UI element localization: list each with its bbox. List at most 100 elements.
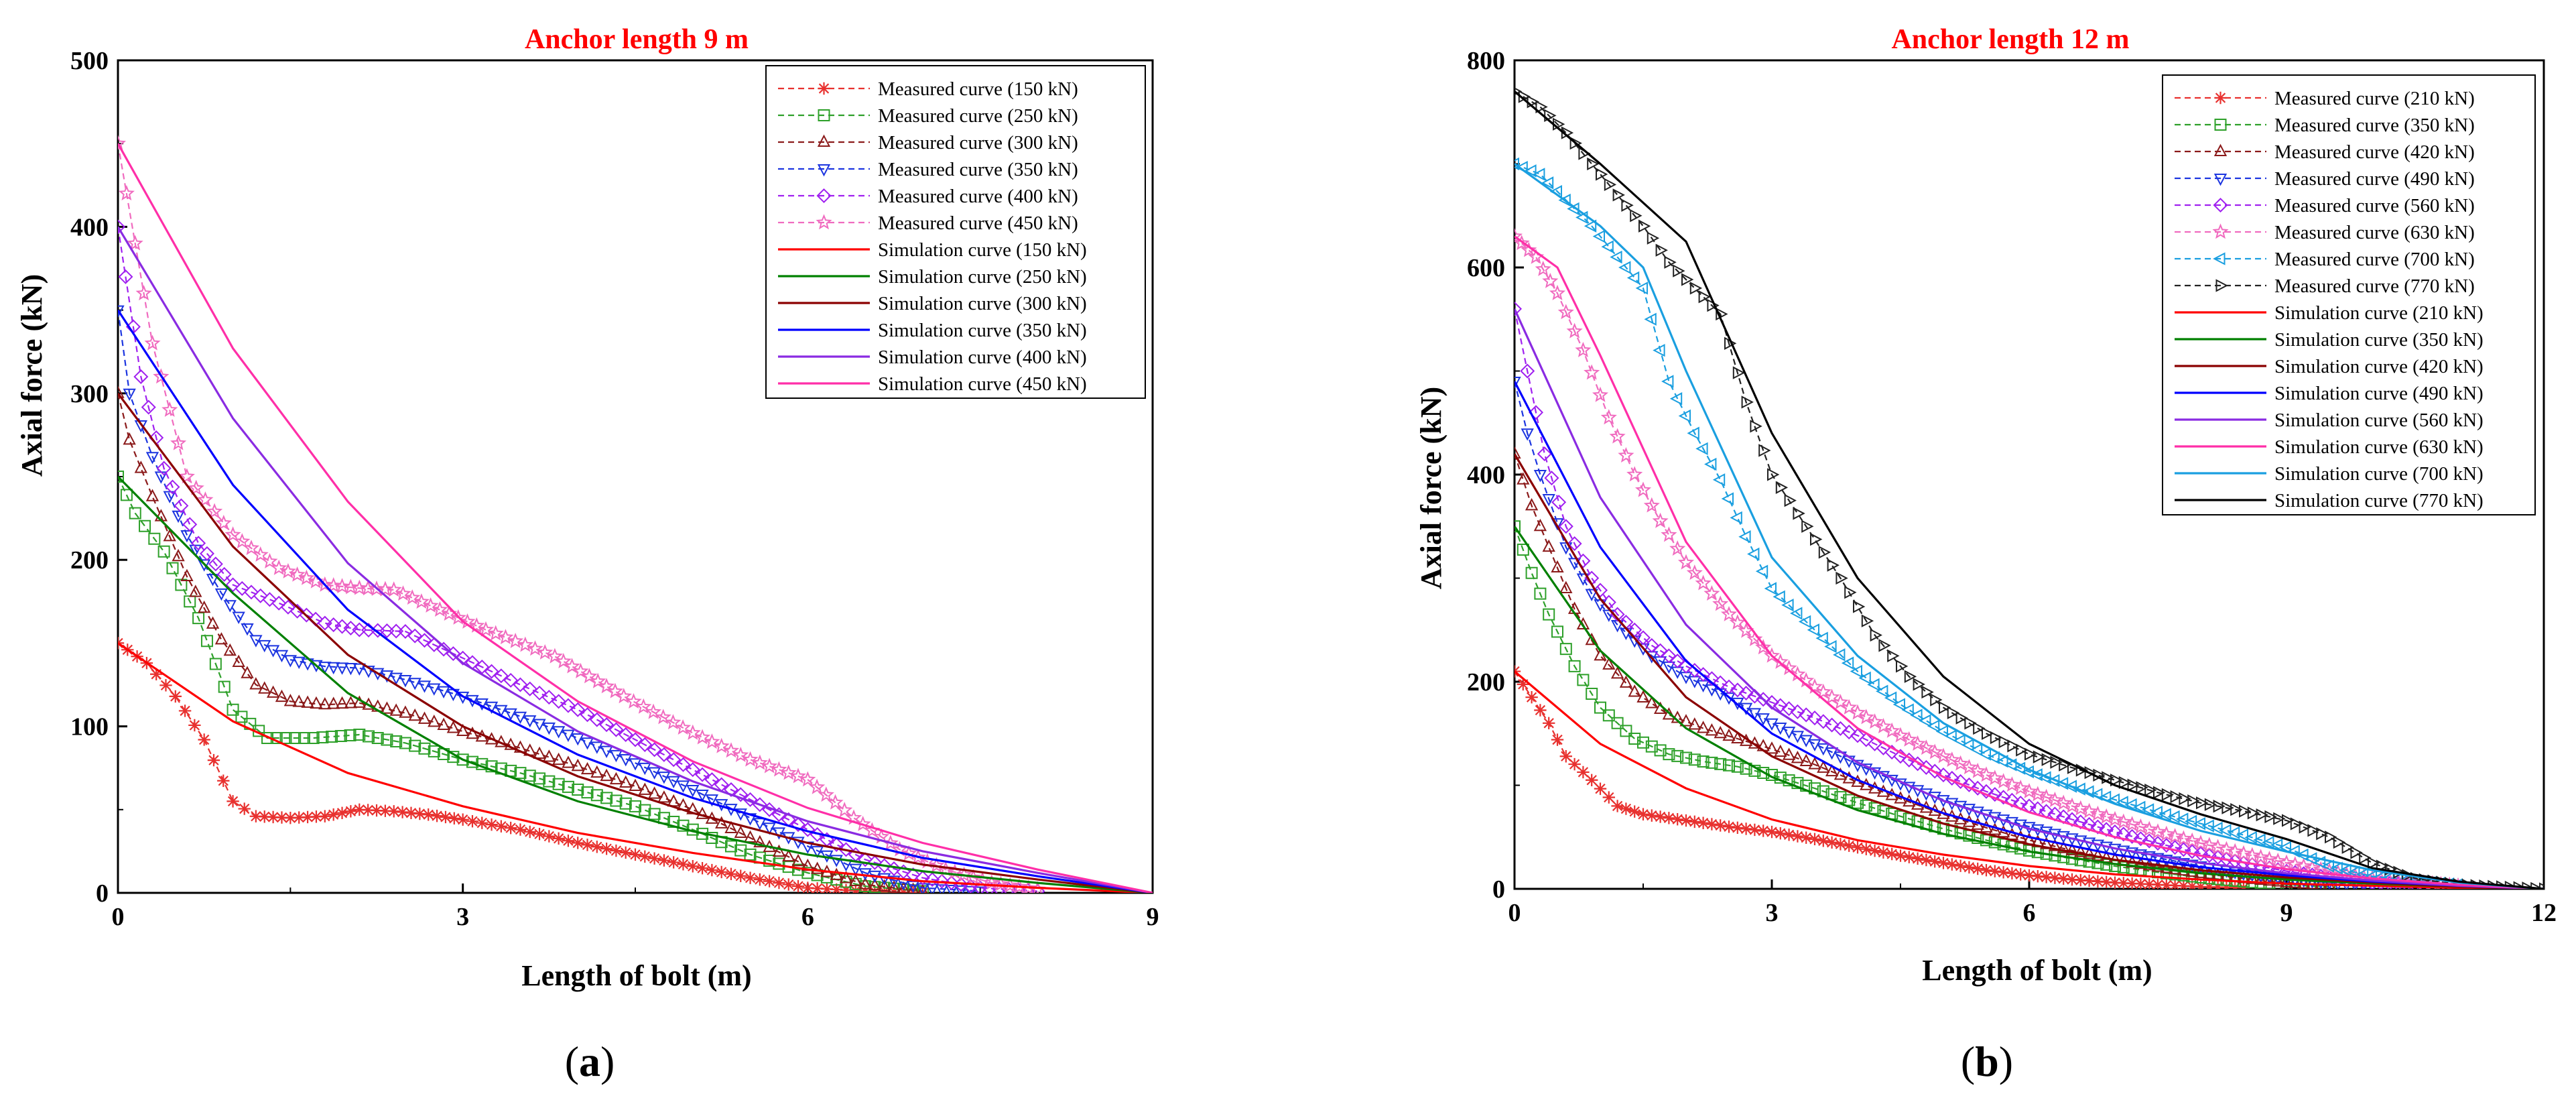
- simulation-line: [1515, 90, 2544, 889]
- data-point: [887, 875, 901, 888]
- data-point: [207, 753, 220, 767]
- data-point: [1866, 713, 1883, 729]
- data-point: [2098, 808, 2115, 824]
- data-point: [2134, 877, 2147, 889]
- data-point: [2073, 814, 2088, 830]
- data-point: [1876, 771, 1890, 784]
- data-point: [1688, 753, 1701, 766]
- data-point: [2177, 863, 2191, 876]
- data-point: [1515, 235, 1530, 251]
- data-point: [791, 853, 805, 867]
- data-point: [772, 844, 786, 857]
- data-point: [2289, 875, 2302, 888]
- x-tick-label: 3: [456, 903, 469, 931]
- data-point: [1525, 498, 1539, 511]
- data-point: [849, 873, 862, 887]
- data-point: [267, 810, 279, 824]
- data-point: [361, 804, 375, 816]
- data-point: [1836, 571, 1848, 585]
- data-point: [830, 855, 843, 867]
- data-point: [2004, 776, 2020, 792]
- legend-label: Simulation curve (210 kN): [2274, 302, 2484, 324]
- simulation-line: [118, 475, 1153, 893]
- x-axis-label: Length of bolt (m): [521, 959, 751, 992]
- data-point: [1679, 714, 1693, 727]
- data-point: [2262, 873, 2276, 886]
- data-point: [1850, 728, 1866, 743]
- data-point: [629, 800, 641, 812]
- data-point: [197, 491, 214, 507]
- data-point: [1894, 849, 1907, 862]
- data-point: [1844, 586, 1857, 599]
- data-point: [389, 623, 404, 639]
- series-simulation: [118, 143, 1153, 893]
- data-point: [206, 574, 220, 587]
- data-point: [2151, 853, 2165, 865]
- data-point: [266, 685, 280, 698]
- data-point: [609, 772, 623, 785]
- data-point: [1918, 739, 1935, 755]
- data-point: [218, 680, 231, 693]
- data-point: [773, 876, 785, 890]
- legend-swatch-marker: [817, 164, 831, 177]
- data-point: [572, 662, 589, 678]
- data-point: [165, 479, 180, 495]
- data-point: [2359, 851, 2372, 865]
- data-point: [580, 737, 594, 750]
- data-point: [744, 848, 757, 861]
- data-point: [234, 533, 251, 549]
- data-point: [1757, 766, 1770, 779]
- data-point: [389, 672, 403, 685]
- data-point: [1557, 304, 1574, 320]
- data-point: [466, 726, 479, 739]
- data-point: [379, 804, 392, 817]
- data-point: [389, 703, 403, 716]
- series-simulation: [1515, 670, 2544, 889]
- data-point: [1704, 457, 1717, 471]
- data-point: [118, 305, 125, 318]
- data-point: [1774, 722, 1787, 735]
- data-point: [317, 615, 332, 631]
- data-point: [527, 640, 543, 656]
- data-point: [118, 135, 127, 151]
- data-point: [163, 529, 176, 542]
- data-point: [334, 578, 350, 594]
- data-point: [289, 603, 305, 619]
- data-point: [408, 678, 422, 690]
- data-point: [1577, 766, 1590, 779]
- data-point: [2247, 806, 2260, 820]
- data-point: [1935, 747, 1952, 763]
- data-point: [214, 632, 229, 645]
- data-point: [723, 782, 738, 798]
- data-point: [1551, 560, 1564, 573]
- data-point: [1671, 749, 1684, 762]
- data-point: [868, 877, 882, 891]
- data-point: [945, 885, 958, 893]
- data-point: [1773, 590, 1785, 603]
- data-point: [1832, 694, 1849, 710]
- data-point: [157, 545, 170, 558]
- data-point: [744, 871, 757, 884]
- data-point: [789, 768, 807, 784]
- data-point: [1801, 519, 1814, 533]
- data-point: [1705, 723, 1719, 736]
- data-point: [1637, 736, 1649, 749]
- data-point: [1738, 530, 1751, 544]
- data-point: [145, 489, 159, 501]
- data-point: [2244, 847, 2260, 863]
- data-point: [590, 741, 604, 754]
- data-point: [791, 879, 805, 893]
- data-point: [2295, 857, 2312, 873]
- data-point: [629, 758, 642, 771]
- data-point: [1610, 250, 1622, 264]
- data-point: [695, 767, 710, 782]
- legend-swatch-marker: [2212, 223, 2229, 239]
- data-point: [2004, 792, 2020, 808]
- data-point: [123, 432, 136, 445]
- data-point: [665, 714, 682, 730]
- data-point: [2065, 873, 2079, 886]
- data-point: [1885, 774, 1898, 788]
- data-point: [2089, 805, 2106, 821]
- data-point: [174, 498, 189, 513]
- data-point: [1653, 343, 1665, 357]
